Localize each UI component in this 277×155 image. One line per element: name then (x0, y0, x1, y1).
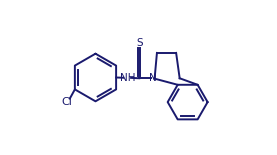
Text: Cl: Cl (61, 97, 72, 107)
Text: N: N (149, 73, 157, 83)
Text: S: S (136, 38, 143, 48)
Text: NH: NH (120, 73, 135, 83)
